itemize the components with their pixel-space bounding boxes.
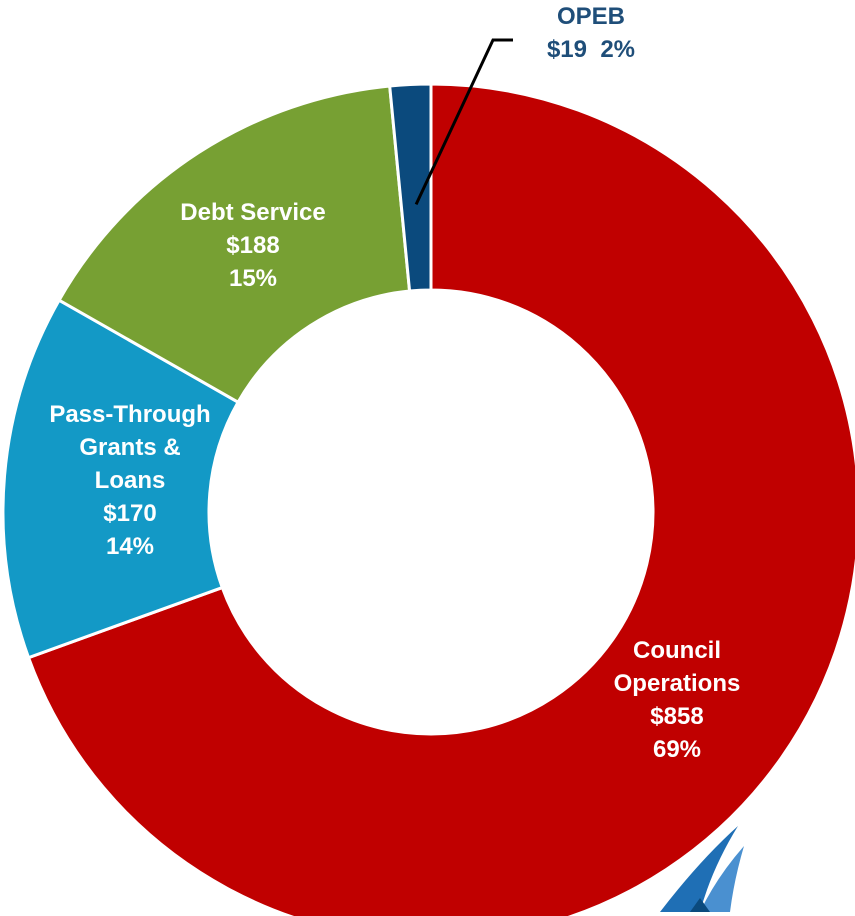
label-opeb: OPEB $19 2% [547, 3, 635, 63]
logo-icon [660, 826, 744, 912]
slice-labels: Council Operations $858 69% Pass-Through Gran… [49, 3, 740, 763]
opeb-leader-line [414, 38, 513, 205]
label-debt-service: Debt Service $188 15% [180, 199, 325, 292]
slice-council-operations [26, 82, 855, 916]
slice-pass-through-grants-loans [1, 298, 241, 660]
leader-lines [414, 38, 513, 205]
slices [1, 82, 855, 916]
label-council-operations: Council Operations $858 69% [614, 637, 741, 763]
label-pass-through-grants-loans: Pass-Through Grants & Loans $170 14% [49, 401, 210, 560]
slice-opeb [388, 82, 433, 293]
slice-debt-service [57, 84, 412, 405]
